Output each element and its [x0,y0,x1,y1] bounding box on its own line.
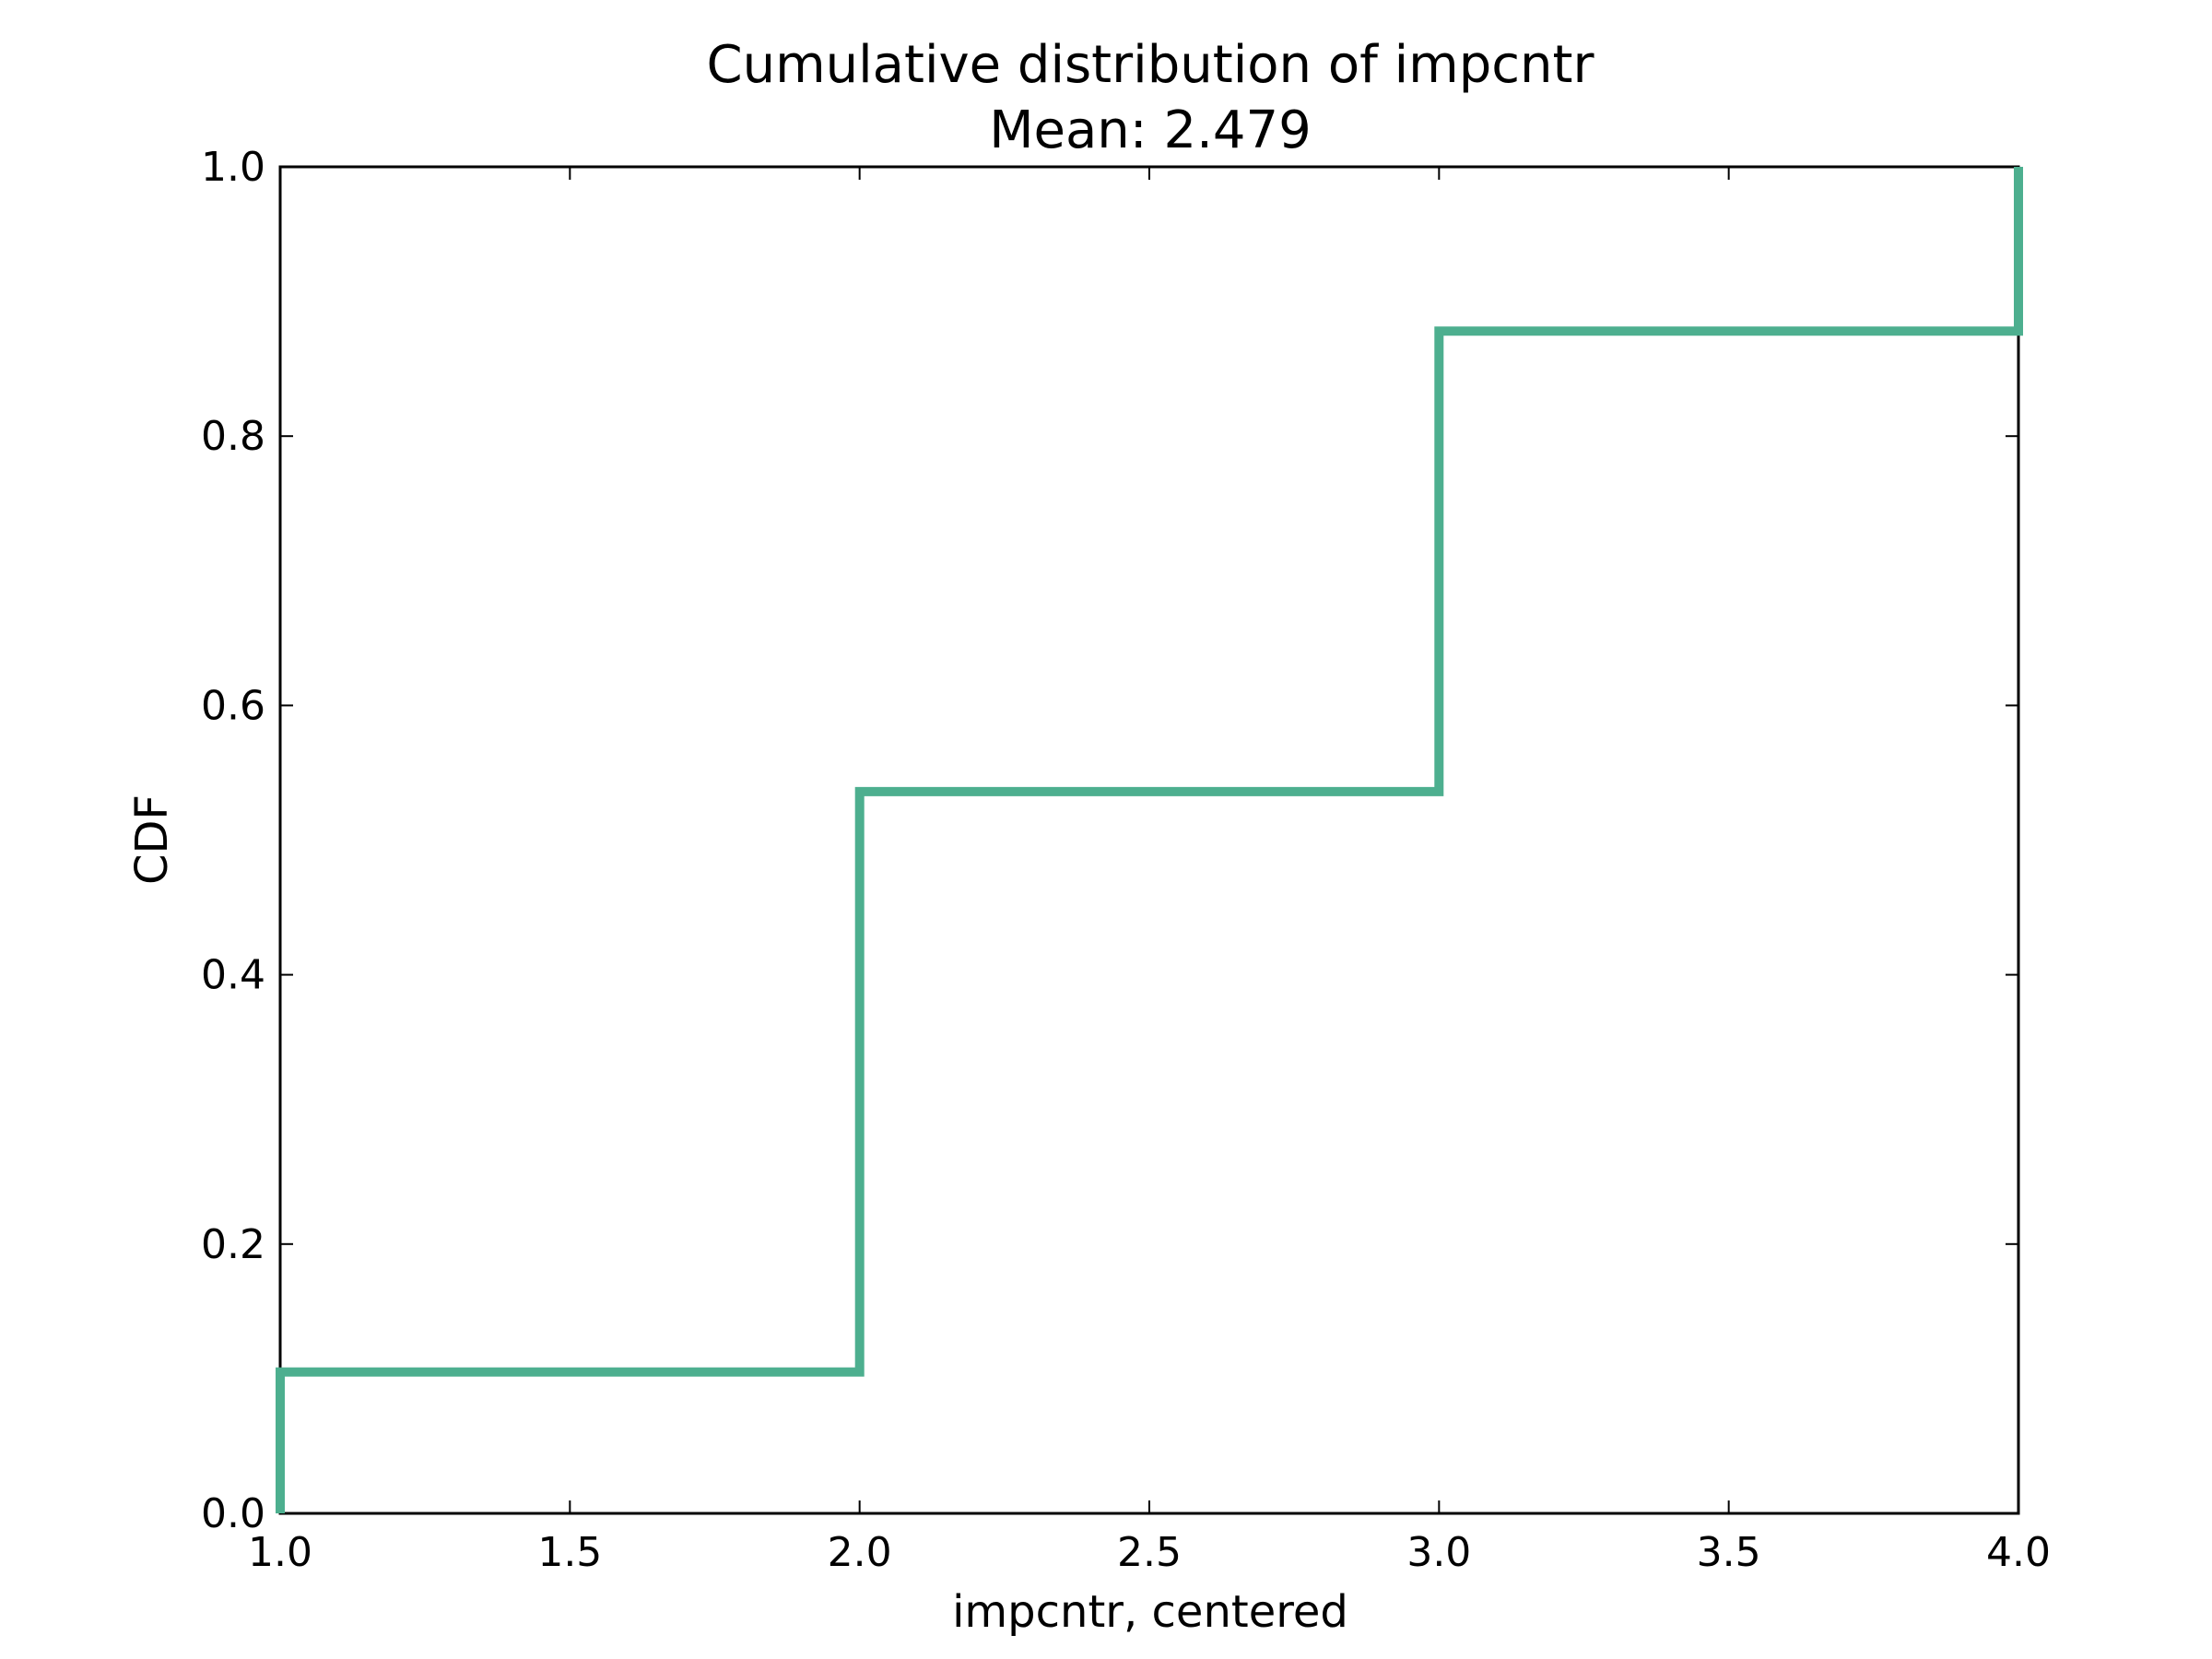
x-tick-label: 2.0 [828,1529,892,1576]
series-group [276,167,2023,1513]
x-axis-label: impcntr, centered [952,1586,1348,1638]
tick-labels: 1.0 1.5 2.0 2.5 3.0 3.5 4.0 0.0 0.2 0.4 0.6 0.8 1.0 [201,144,2051,1576]
y-tick-label: 0.2 [201,1221,265,1268]
chart-title: Cumulative distribution of impcntr [706,35,1594,95]
axis-ticks [279,166,2019,1514]
x-tick-label: 2.5 [1117,1529,1182,1576]
x-tick-label: 1.5 [537,1529,602,1576]
x-tick-label: 4.0 [1986,1529,2051,1576]
y-tick-label: 1.0 [201,144,265,191]
chart-subtitle: Mean: 2.479 [989,100,1312,160]
x-tick-label: 3.5 [1697,1529,1761,1576]
y-tick-label: 0.4 [201,952,265,999]
y-tick-label: 0.8 [201,413,265,460]
y-tick-label: 0.0 [201,1490,265,1537]
x-tick-label: 1.0 [248,1529,312,1576]
cdf-step-line [276,167,2023,1513]
x-tick-label: 3.0 [1406,1529,1471,1576]
y-axis-label: CDF [126,794,178,885]
y-tick-label: 0.6 [201,682,265,729]
